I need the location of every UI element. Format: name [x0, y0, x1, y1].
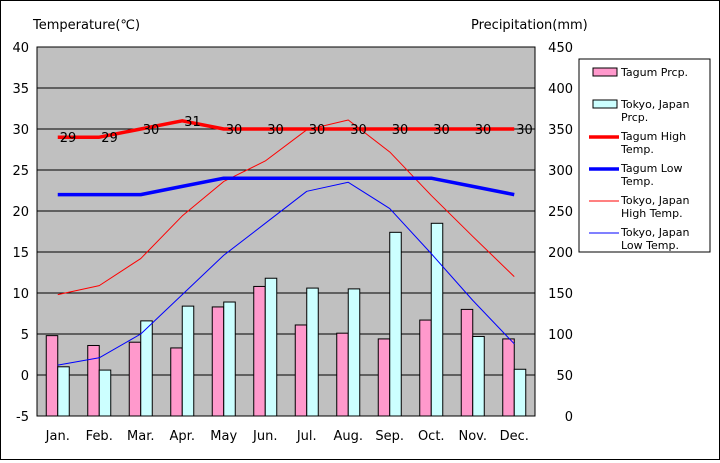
- bar-tokyo-prcp: [181, 305, 195, 417]
- right-axis-title: Precipitation(mm): [471, 18, 588, 33]
- legend-label: Temp.: [620, 143, 654, 156]
- left-tick-label: 5: [21, 328, 29, 343]
- gridlines: [37, 87, 535, 376]
- plot-area: [36, 46, 536, 417]
- bar-tagum-prcp: [294, 324, 308, 417]
- left-tick-label: 30: [12, 123, 29, 138]
- bar-tagum-prcp: [377, 338, 391, 417]
- right-tick-label: 250: [548, 205, 573, 220]
- bar-tagum-prcp: [45, 335, 59, 417]
- left-tick-label: 20: [12, 205, 29, 220]
- bar-tokyo-prcp: [430, 222, 444, 417]
- data-label: 29: [60, 131, 77, 146]
- line-series-2: [57, 119, 515, 296]
- right-tick-label: 300: [548, 164, 573, 179]
- x-tick-label: Jan.: [45, 429, 70, 444]
- data-label: 29: [101, 131, 118, 146]
- bar-tagum-prcp: [170, 347, 183, 417]
- left-tick-label: 0: [21, 369, 29, 384]
- bar-tagum-prcp: [211, 306, 225, 417]
- right-tick-label: 50: [556, 369, 573, 384]
- bar-tokyo-prcp: [513, 368, 527, 417]
- legend-label: High Temp.: [621, 207, 683, 220]
- data-label: 30: [143, 123, 160, 138]
- x-tick-label: Mar.: [127, 429, 154, 444]
- data-label: 30: [392, 123, 409, 138]
- x-tick-label: Feb.: [86, 429, 113, 444]
- x-axis-ticks: Jan. Feb. Mar. Apr. May Jun. Jul. Aug. Sep. Oct. N…: [45, 429, 529, 444]
- x-tick-label: Jun.: [252, 429, 277, 444]
- data-label: 30: [475, 123, 492, 138]
- right-tick-label: 350: [548, 123, 573, 138]
- legend-swatch: [592, 99, 618, 109]
- bar-tokyo-prcp: [140, 320, 153, 417]
- bar-tagum-prcp: [128, 341, 142, 417]
- legend-label: Prcp.: [621, 111, 648, 124]
- legend-label: Tokyo, Japan: [620, 194, 689, 207]
- bar-series: [45, 222, 527, 417]
- bar-tagum-prcp: [460, 308, 474, 417]
- bar-tagum-prcp: [87, 344, 100, 417]
- right-tick-label: 100: [548, 328, 573, 343]
- x-tick-label: Aug.: [333, 429, 363, 444]
- left-tick-label: -5: [16, 410, 29, 425]
- left-axis-ticks: -5 0 5 10 15 20 25 30 35 40: [12, 41, 29, 425]
- x-tick-label: Dec.: [500, 429, 529, 444]
- legend-label: Low Temp.: [621, 239, 679, 252]
- bar-tokyo-prcp: [306, 287, 319, 417]
- bar-tokyo-prcp: [347, 288, 361, 417]
- x-tick-label: Sep.: [375, 429, 404, 444]
- left-tick-label: 10: [12, 287, 29, 302]
- line-series-3: [57, 181, 515, 366]
- bar-tokyo-prcp: [389, 231, 402, 417]
- data-label: 31: [184, 115, 201, 130]
- data-label: 30: [226, 123, 243, 138]
- x-tick-label: May: [210, 429, 237, 444]
- x-tick-label: Nov.: [459, 429, 488, 444]
- data-label: 30: [516, 123, 533, 138]
- right-tick-label: 150: [548, 287, 573, 302]
- bar-tagum-prcp: [502, 338, 515, 417]
- right-tick-label: 450: [548, 41, 573, 56]
- legend-label: Tagum Low: [620, 162, 682, 175]
- left-tick-label: 15: [12, 246, 29, 261]
- legend-label: Temp.: [620, 175, 654, 188]
- bar-tagum-prcp: [253, 285, 266, 417]
- x-tick-label: Apr.: [170, 429, 195, 444]
- bar-tokyo-prcp: [98, 369, 112, 417]
- line-series-0: [57, 119, 515, 139]
- left-tick-label: 35: [12, 82, 29, 97]
- bar-tokyo-prcp: [264, 277, 278, 417]
- right-tick-label: 200: [548, 246, 573, 261]
- left-axis-title: Temperature(℃): [32, 18, 140, 33]
- legend-box: [578, 58, 711, 253]
- right-tick-label: 0: [565, 410, 573, 425]
- legend-label: Tagum Prcp.: [620, 66, 688, 79]
- data-label: 30: [350, 123, 367, 138]
- left-tick-label: 40: [12, 41, 29, 56]
- line-series: [57, 119, 515, 366]
- x-tick-label: Jul.: [296, 429, 317, 444]
- data-label: 30: [433, 123, 450, 138]
- bar-tokyo-prcp: [57, 366, 70, 417]
- data-labels: 29 29 30 31 30 30 30 30 30 30 30 30: [60, 115, 533, 146]
- left-tick-label: 25: [12, 164, 29, 179]
- legend-label: Tagum High: [620, 130, 686, 143]
- bar-tokyo-prcp: [223, 301, 236, 417]
- data-label: 30: [309, 123, 326, 138]
- legend-label: Tokyo, Japan: [620, 226, 689, 239]
- right-tick-label: 400: [548, 82, 573, 97]
- data-label: 30: [267, 123, 284, 138]
- right-axis-ticks: 0 50 100 150 200 250 300 350 400 450: [548, 41, 573, 425]
- bar-tagum-prcp: [419, 319, 432, 417]
- bar-tagum-prcp: [336, 332, 349, 417]
- legend-label: Tokyo, Japan: [620, 98, 689, 111]
- line-series-1: [57, 176, 515, 197]
- legend-swatch: [592, 67, 618, 77]
- bar-tokyo-prcp: [472, 335, 485, 417]
- x-tick-label: Oct.: [418, 429, 445, 444]
